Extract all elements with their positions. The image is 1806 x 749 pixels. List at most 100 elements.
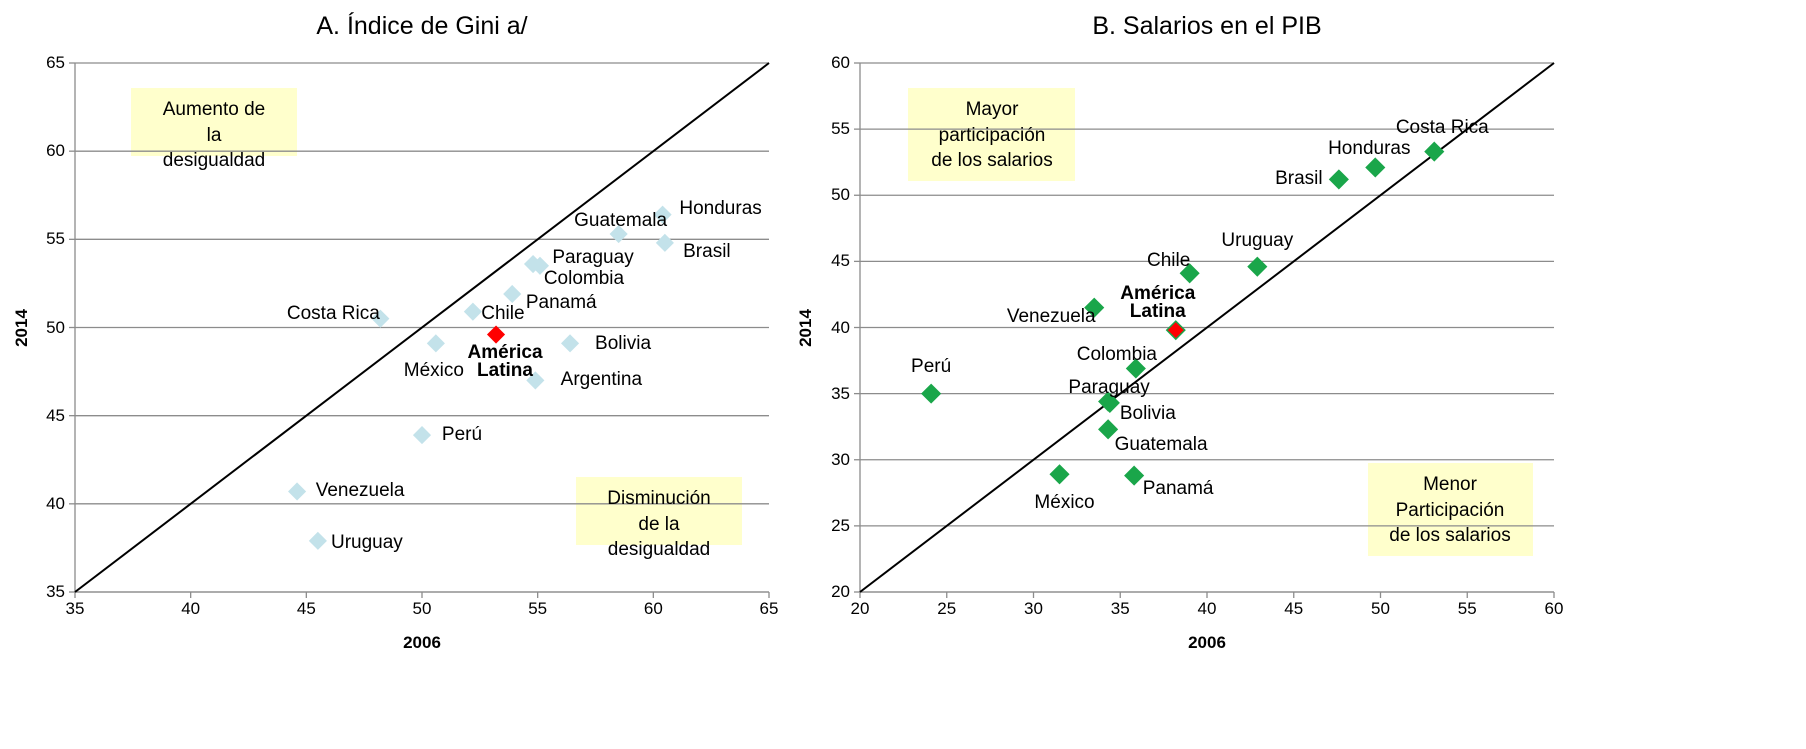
point-label: Honduras xyxy=(1328,138,1411,160)
chart-title: A. Índice de Gini a/ xyxy=(316,12,528,40)
point-label: Paraguay xyxy=(552,247,634,269)
point-label: Guatemala xyxy=(1114,434,1208,456)
data-point xyxy=(655,233,674,252)
data-point xyxy=(526,371,545,390)
annotation-box xyxy=(1368,463,1533,556)
point-label: Brasil xyxy=(683,240,731,262)
data-point xyxy=(653,205,672,224)
y-tick-label: 45 xyxy=(831,251,850,271)
x-tick-label: 45 xyxy=(1284,599,1304,618)
chart-title: B. Salarios en el PIB xyxy=(1092,12,1322,40)
point-label: México xyxy=(1034,492,1095,514)
x-tick-label: 40 xyxy=(181,599,201,618)
data-point xyxy=(1179,263,1200,284)
y-tick-label: 60 xyxy=(831,53,850,72)
x-axis-title: 2006 xyxy=(1188,633,1226,652)
point-label: América Latina xyxy=(1120,283,1196,323)
annotation-box xyxy=(131,88,297,156)
data-point xyxy=(1424,141,1445,162)
point-label: Colombia xyxy=(543,267,625,289)
point-label: Paraguay xyxy=(1068,376,1150,398)
point-label: Venezuela xyxy=(1006,305,1096,327)
y-tick-label: 40 xyxy=(46,493,65,513)
data-point xyxy=(1365,157,1386,178)
x-tick-label: 25 xyxy=(937,599,957,618)
x-tick-label: 60 xyxy=(643,599,663,618)
y-tick-label: 30 xyxy=(831,449,850,469)
point-label: Panamá xyxy=(525,291,597,313)
point-label: México xyxy=(403,360,464,382)
y-tick-label: 50 xyxy=(831,185,850,205)
data-point xyxy=(1049,464,1070,485)
point-label: Guatemala xyxy=(574,210,668,232)
y-tick-label: 60 xyxy=(46,141,65,161)
data-point xyxy=(560,334,580,353)
point-label: Costa Rica xyxy=(286,302,380,324)
annotation: Mayor participación de los salarios xyxy=(931,99,1053,171)
data-point xyxy=(1124,465,1145,486)
point-label: Chile xyxy=(1146,250,1191,272)
x-tick-label: 35 xyxy=(65,599,85,618)
data-point xyxy=(412,426,432,445)
data-point xyxy=(1125,358,1146,379)
x-tick-label: 65 xyxy=(759,599,779,618)
y-tick-label: 55 xyxy=(46,229,65,249)
x-tick-label: 55 xyxy=(528,599,548,618)
annotation: Menor Participación de los salarios xyxy=(1389,474,1511,546)
point-label: América Latina xyxy=(467,341,543,381)
point-label: Honduras xyxy=(679,197,762,219)
x-tick-label: 45 xyxy=(296,599,316,618)
y-tick-label: 65 xyxy=(46,53,65,72)
x-tick-label: 50 xyxy=(412,599,432,618)
y-tick-label: 35 xyxy=(46,582,65,601)
y-tick-label: 55 xyxy=(831,119,850,139)
annotation-box xyxy=(908,88,1075,181)
point-label: Bolivia xyxy=(595,333,652,355)
y-axis-title: 2014 xyxy=(796,308,815,347)
equality-line xyxy=(74,62,770,593)
x-axis-title: 2006 xyxy=(403,633,441,652)
y-axis-title: 2014 xyxy=(12,308,31,347)
annotation: Aumento de la desigualdad xyxy=(162,99,266,171)
y-tick-label: 25 xyxy=(831,515,850,535)
data-point xyxy=(921,383,942,404)
y-tick-label: 35 xyxy=(831,383,850,403)
data-point xyxy=(503,284,522,304)
annotation: Disminución de la desigualdad xyxy=(607,488,711,560)
data-point xyxy=(1098,419,1119,440)
y-tick-label: 40 xyxy=(831,317,850,337)
data-point xyxy=(371,309,390,328)
point-label: Chile xyxy=(481,302,525,324)
data-point xyxy=(308,531,327,550)
point-label: Uruguay xyxy=(1221,229,1294,251)
x-tick-label: 60 xyxy=(1544,599,1564,618)
point-label: Venezuela xyxy=(315,480,405,502)
data-point xyxy=(288,482,307,501)
x-tick-label: 55 xyxy=(1457,599,1477,618)
x-tick-label: 20 xyxy=(850,599,870,618)
data-point xyxy=(426,334,445,353)
data-point xyxy=(1328,169,1349,190)
point-label: Brasil xyxy=(1275,168,1323,190)
point-label: Bolivia xyxy=(1119,402,1176,424)
point-label: Argentina xyxy=(560,369,643,391)
x-tick-label: 30 xyxy=(1024,599,1043,618)
point-label: Costa Rica xyxy=(1395,116,1489,138)
annotation-box xyxy=(576,477,742,545)
y-tick-label: 50 xyxy=(46,317,65,337)
data-point xyxy=(1247,256,1268,277)
data-point xyxy=(1099,392,1120,413)
data-point xyxy=(463,302,482,321)
data-point xyxy=(530,256,550,275)
y-tick-label: 20 xyxy=(831,582,850,601)
point-label: Perú xyxy=(441,424,483,446)
data-point xyxy=(1165,320,1186,341)
point-label: Colombia xyxy=(1076,344,1157,366)
y-tick-label: 45 xyxy=(46,405,65,425)
point-label: Perú xyxy=(911,355,952,377)
data-point xyxy=(609,224,628,244)
data-point xyxy=(1084,297,1105,318)
x-tick-label: 50 xyxy=(1371,599,1390,618)
data-point xyxy=(486,325,506,344)
